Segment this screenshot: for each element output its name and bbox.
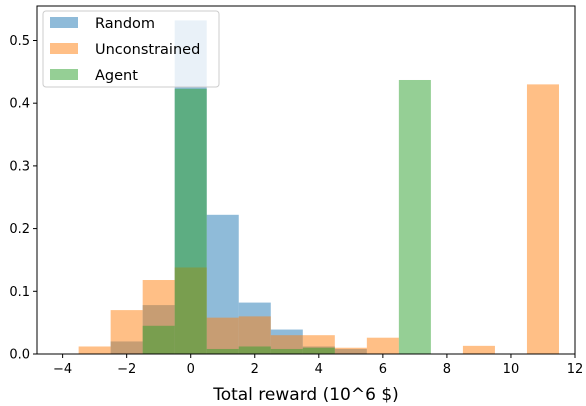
y-tick-label: 0.0	[9, 348, 30, 363]
bar-unconstrained-9	[366, 337, 399, 354]
bar-agent-2	[206, 348, 239, 354]
x-tick-label: 0	[187, 362, 195, 377]
y-tick-label: 0.4	[9, 97, 30, 112]
bar-agent-3	[238, 346, 271, 354]
bar-unconstrained-12	[462, 345, 495, 354]
x-tick-label: −2	[117, 362, 136, 377]
legend-label-random: Random	[95, 16, 155, 32]
x-tick-label: 4	[315, 362, 323, 377]
legend-swatch-unconstrained	[50, 43, 78, 54]
x-tick-label: 2	[251, 362, 259, 377]
y-tick-label: 0.5	[9, 34, 30, 49]
x-tick-label: 8	[443, 362, 451, 377]
y-tick-label: 0.1	[9, 285, 30, 300]
bar-agent-5	[302, 347, 335, 354]
axes-frame	[36, 5, 576, 355]
bar-unconstrained-14	[526, 84, 559, 354]
y-tick-label: 0.3	[9, 159, 30, 174]
series-agent	[142, 79, 431, 354]
bar-agent-4	[270, 348, 303, 354]
x-tick-label: −4	[53, 362, 72, 377]
legend-swatch-random	[50, 17, 78, 28]
legend-label-agent: Agent	[95, 68, 138, 84]
bar-agent-6	[398, 79, 431, 354]
bar-unconstrained-4	[206, 317, 239, 354]
legend-box	[42, 10, 220, 88]
x-tick-label: 12	[567, 362, 584, 377]
bar-agent-0	[142, 325, 175, 354]
x-tick-label: 10	[503, 362, 520, 377]
y-tick-label: 0.2	[9, 222, 30, 237]
legend-label-unconstrained: Unconstrained	[95, 42, 200, 58]
y-axis-ticks: 0.0 0.1 0.2 0.3 0.4 0.5	[9, 34, 37, 363]
legend-swatch-agent	[50, 69, 78, 80]
x-tick-label: 6	[379, 362, 387, 377]
x-axis-label: Total reward (10^6 $)	[212, 385, 399, 405]
bars-layer	[78, 20, 559, 354]
bar-unconstrained-8	[334, 347, 367, 354]
bar-unconstrained-1	[110, 310, 143, 354]
bar-unconstrained-0	[78, 346, 111, 354]
legend: Random Unconstrained Agent	[42, 10, 220, 88]
x-axis-ticks: −4 −2 0 2 4 6 8 10 12	[53, 354, 583, 377]
bar-agent-1	[174, 88, 207, 354]
